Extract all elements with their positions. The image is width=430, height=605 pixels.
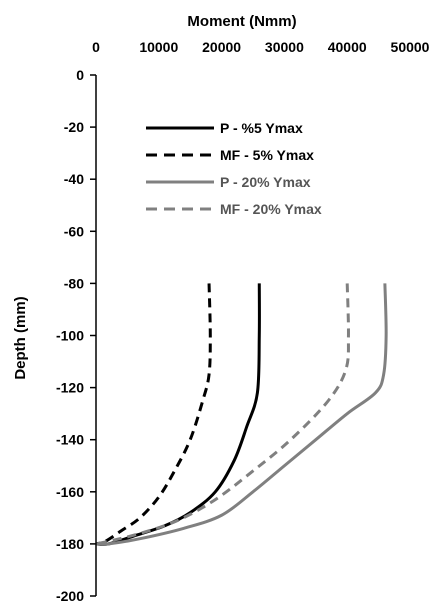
x-tick-label: 10000: [139, 39, 178, 55]
y-tick-label: -20: [64, 119, 84, 135]
y-tick-label: -140: [56, 432, 84, 448]
y-tick-labels: 0 -20 -40 -60 -80 -100 -120 -140 -160 -180 -200: [56, 67, 96, 604]
y-tick-label: -60: [64, 223, 84, 239]
series-layer: [95, 283, 388, 546]
x-tick-label: 50000: [391, 39, 430, 55]
y-tick-label: -160: [56, 484, 84, 500]
y-axis-title: Depth (mm): [12, 296, 29, 379]
legend-label-2: MF - 5% Ymax: [220, 147, 314, 163]
legend-label-3: P - 20% Ymax: [220, 174, 311, 190]
x-tick-label: 0: [92, 39, 100, 55]
x-tick-label: 30000: [265, 39, 304, 55]
series-line-2: [95, 283, 212, 546]
x-tick-label: 20000: [202, 39, 241, 55]
y-tick-label: -80: [64, 275, 84, 291]
legend-label-4: MF - 20% Ymax: [220, 201, 322, 217]
series-line-4: [95, 283, 350, 546]
y-tick-label: -40: [64, 171, 84, 187]
x-tick-label: 40000: [328, 39, 367, 55]
y-tick-label: -200: [56, 588, 84, 604]
y-tick-label: -180: [56, 536, 84, 552]
x-tick-labels: 0 10000 20000 30000 40000 50000: [92, 39, 430, 55]
y-tick-label: -120: [56, 380, 84, 396]
series-line-1: [95, 283, 261, 546]
y-tick-label: 0: [76, 67, 84, 83]
legend-label-1: P - %5 Ymax: [220, 120, 303, 136]
series-line-3: [95, 283, 388, 546]
x-axis-title: Moment (Nmm): [187, 13, 296, 30]
y-tick-label: -100: [56, 328, 84, 344]
legend: P - %5 Ymax MF - 5% Ymax P - 20% Ymax MF - …: [146, 120, 322, 217]
